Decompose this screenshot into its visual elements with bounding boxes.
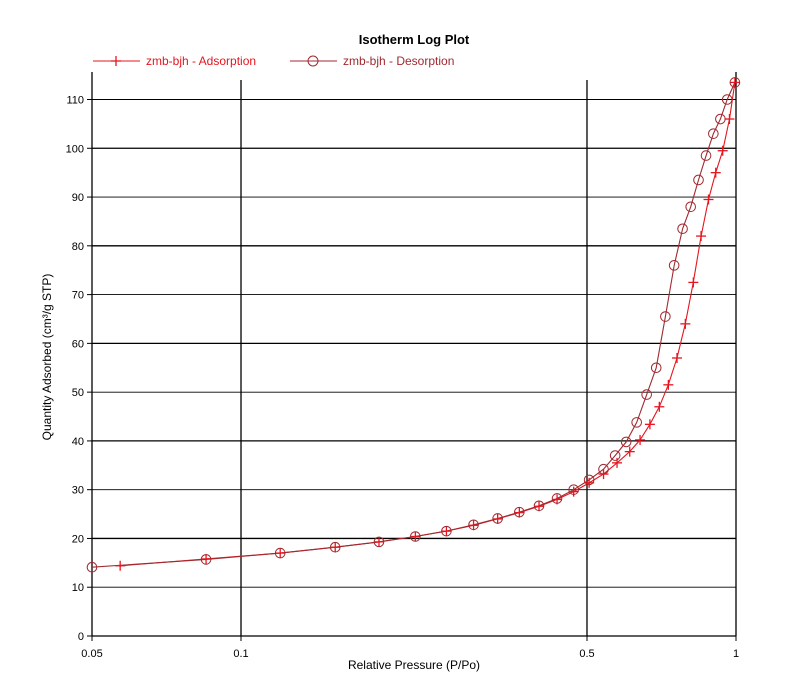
y-tick-label: 0 bbox=[78, 631, 84, 643]
y-axis-label: Quantity Adsorbed (cm³/g STP) bbox=[40, 274, 54, 441]
desorption-point bbox=[677, 223, 688, 235]
adsorption-point bbox=[492, 513, 503, 524]
legend: zmb-bjh - Adsorption zmb-bjh - Desorptio… bbox=[93, 54, 454, 68]
legend-item-desorption: zmb-bjh - Desorption bbox=[290, 54, 454, 68]
adsorption-point bbox=[568, 486, 579, 497]
y-axis-ticks: 0 10 20 30 40 50 60 70 80 90 100 110 bbox=[66, 95, 92, 643]
desorption-point bbox=[715, 113, 726, 125]
y-tick-label: 110 bbox=[66, 95, 84, 107]
axes bbox=[91, 72, 737, 637]
desorption-point bbox=[668, 260, 680, 271]
adsorption-point bbox=[115, 560, 126, 571]
adsorption-point bbox=[710, 167, 721, 178]
x-axis-ticks: 0.05 0.1 0.5 1 bbox=[81, 636, 739, 660]
adsorption-point bbox=[624, 446, 635, 457]
x-tick-label: 0.05 bbox=[81, 648, 102, 660]
series-markers bbox=[86, 77, 741, 573]
y-tick-label: 100 bbox=[66, 143, 84, 155]
legend-circle-marker bbox=[307, 55, 319, 67]
adsorption-point bbox=[410, 531, 421, 542]
y-tick-label: 60 bbox=[72, 338, 84, 350]
desorption-point bbox=[583, 474, 595, 486]
desorption-point bbox=[700, 150, 712, 161]
series-line-desorption bbox=[91, 82, 736, 568]
adsorption-point bbox=[330, 542, 341, 553]
desorption-point bbox=[200, 554, 212, 565]
desorption-point bbox=[468, 519, 479, 531]
adsorption-point bbox=[201, 553, 212, 564]
y-tick-label: 50 bbox=[72, 387, 84, 399]
desorption-point bbox=[533, 500, 545, 512]
y-tick-label: 10 bbox=[72, 582, 84, 594]
adsorption-point bbox=[680, 318, 691, 329]
adsorption-point bbox=[663, 379, 674, 390]
desorption-point bbox=[86, 561, 98, 573]
legend-label-adsorption: zmb-bjh - Adsorption bbox=[146, 54, 256, 68]
x-axis-label: Relative Pressure (P/Po) bbox=[348, 658, 480, 672]
legend-item-adsorption: zmb-bjh - Adsorption bbox=[93, 54, 256, 68]
y-tick-label: 80 bbox=[72, 241, 84, 253]
grid-lines bbox=[92, 80, 736, 636]
adsorption-point bbox=[644, 419, 655, 430]
y-tick-label: 70 bbox=[72, 290, 84, 302]
adsorption-point bbox=[696, 231, 707, 242]
desorption-point bbox=[274, 547, 286, 559]
x-tick-label: 0.1 bbox=[233, 648, 248, 660]
desorption-point bbox=[729, 77, 741, 88]
desorption-point bbox=[492, 513, 503, 524]
adsorption-point bbox=[654, 401, 665, 412]
desorption-point bbox=[598, 463, 609, 475]
adsorption-point bbox=[441, 526, 452, 537]
adsorption-point bbox=[729, 77, 740, 88]
adsorption-point bbox=[275, 548, 286, 559]
y-tick-label: 20 bbox=[72, 533, 84, 545]
desorption-point bbox=[568, 484, 579, 495]
series-line-adsorption bbox=[120, 82, 736, 567]
adsorption-point bbox=[672, 353, 683, 363]
adsorption-point bbox=[373, 536, 384, 547]
y-tick-label: 30 bbox=[72, 485, 84, 497]
adsorption-point bbox=[635, 434, 646, 445]
adsorption-point bbox=[724, 114, 735, 125]
desorption-point bbox=[620, 436, 632, 448]
chart-title: Isotherm Log Plot bbox=[359, 32, 470, 47]
series-lines bbox=[91, 82, 736, 568]
desorption-point bbox=[708, 128, 719, 139]
adsorption-point bbox=[688, 277, 699, 288]
y-tick-label: 90 bbox=[72, 192, 84, 204]
y-tick-label: 40 bbox=[72, 436, 84, 448]
desorption-point bbox=[721, 94, 733, 105]
adsorption-point bbox=[514, 507, 525, 518]
desorption-point bbox=[631, 417, 642, 428]
desorption-point bbox=[650, 362, 662, 374]
adsorption-point bbox=[703, 194, 714, 205]
legend-label-desorption: zmb-bjh - Desorption bbox=[343, 54, 454, 68]
desorption-point bbox=[410, 531, 421, 542]
desorption-point bbox=[551, 493, 563, 504]
desorption-point bbox=[514, 506, 525, 518]
adsorption-point bbox=[717, 145, 728, 156]
x-tick-label: 1 bbox=[733, 648, 739, 660]
desorption-point bbox=[641, 389, 652, 400]
desorption-point bbox=[693, 174, 704, 186]
desorption-point bbox=[609, 450, 621, 461]
desorption-point bbox=[685, 201, 697, 213]
adsorption-point bbox=[468, 520, 479, 531]
desorption-point bbox=[660, 311, 671, 322]
adsorption-point bbox=[534, 501, 545, 512]
x-tick-label: 0.5 bbox=[579, 648, 594, 660]
desorption-point bbox=[441, 525, 452, 537]
desorption-point bbox=[329, 541, 341, 553]
desorption-point bbox=[373, 536, 385, 548]
